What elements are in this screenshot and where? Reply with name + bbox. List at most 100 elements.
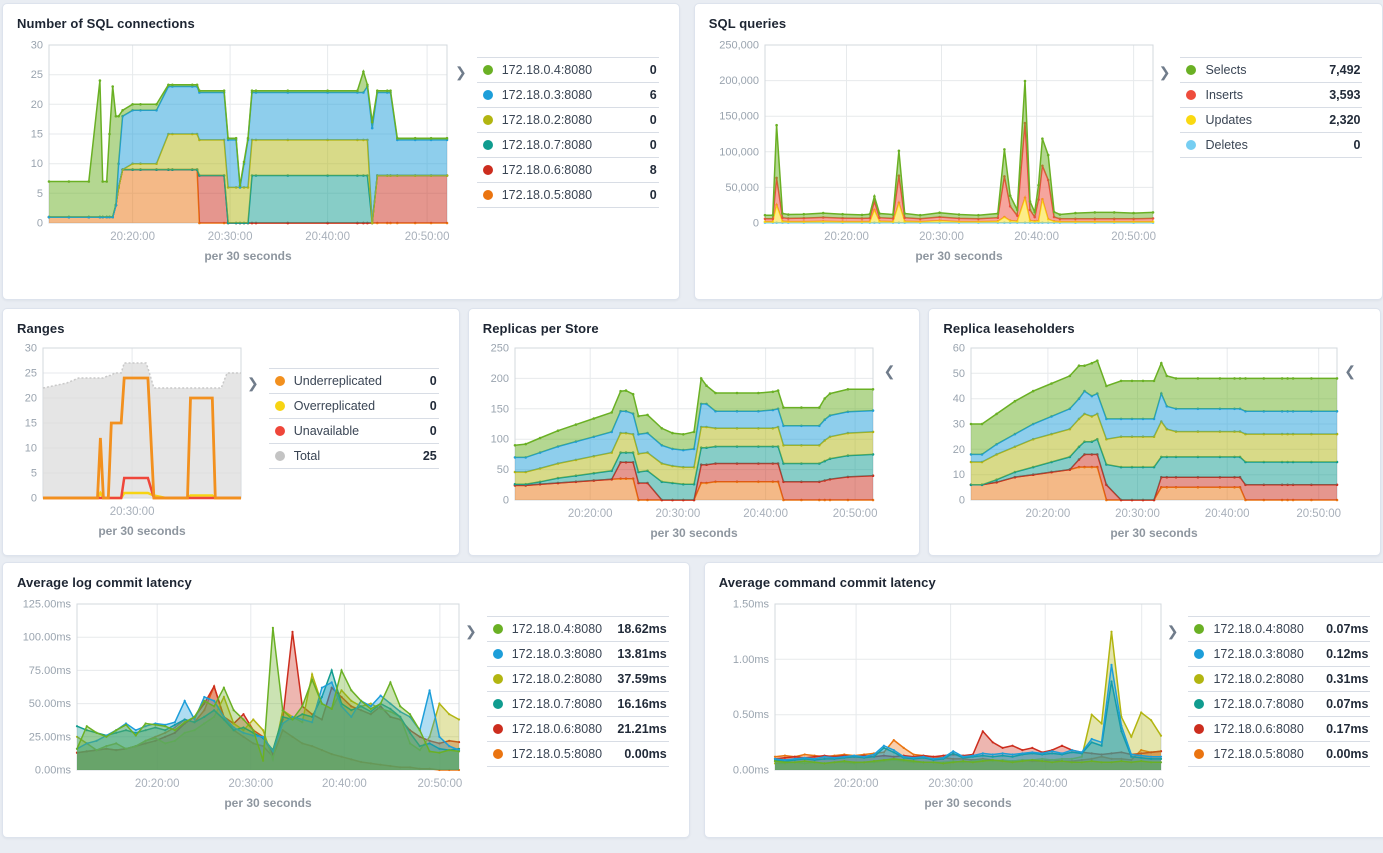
svg-text:5: 5 [37,188,43,200]
legend-item[interactable]: 172.18.0.7:8080 0 [476,133,659,158]
svg-text:0: 0 [37,218,43,230]
legend-collapse-chevron[interactable]: ❯ [455,64,467,80]
legend-value: 0 [429,399,437,413]
svg-text:60: 60 [953,343,965,355]
legend-label: 172.18.0.7:8080 [501,138,593,152]
svg-text:15: 15 [25,418,37,430]
legend-item[interactable]: Underreplicated 0 [268,368,439,394]
series-color-dot [1194,649,1205,659]
legend-item[interactable]: 172.18.0.2:8080 37.59ms [486,667,669,692]
legend-label: 172.18.0.5:8080 [501,188,593,202]
series-color-dot [274,426,285,436]
legend-item[interactable]: 172.18.0.5:8080 0.00ms [486,742,669,767]
svg-text:0: 0 [31,493,37,505]
legend-value: 0.17ms [1326,722,1369,736]
svg-text:0.50ms: 0.50ms [733,709,770,721]
legend-item[interactable]: 172.18.0.3:8080 13.81ms [486,642,669,667]
legend-collapse-chevron[interactable]: ❯ [1166,623,1179,639]
legend-label: Selects [1205,63,1247,77]
series-color-dot [274,376,285,386]
legend-collapse-chevron[interactable]: ❯ [1158,64,1171,80]
svg-text:20:50:00: 20:50:00 [405,231,450,243]
svg-text:20:20:00: 20:20:00 [824,231,869,243]
legend-item[interactable]: 172.18.0.4:8080 0 [476,57,659,83]
svg-text:0.00ms: 0.00ms [733,765,770,777]
legend-item[interactable]: 172.18.0.3:8080 0.12ms [1188,642,1371,667]
svg-text:0: 0 [753,218,759,230]
legend-label: 172.18.0.2:8080 [1213,672,1304,686]
legend-expand-chevron[interactable]: ❮ [1344,363,1357,379]
sql-queries-chart[interactable]: 0 50,000 100,000 150,000 200,000 250,000 20:20… [707,35,1159,280]
svg-text:20:40:00: 20:40:00 [1023,778,1068,790]
panel-title: Ranges [17,321,65,336]
legend-value: 0.07ms [1326,697,1369,711]
svg-text:50: 50 [953,368,965,380]
legend-item[interactable]: Unavailable 0 [268,419,439,444]
sql-connections-chart[interactable]: 0 5 10 15 20 25 30 20:20:00 20:30:00 20:40:00 20:5… [15,35,455,280]
series-color-dot [1194,624,1205,634]
legend-item[interactable]: Overreplicated 0 [268,394,439,419]
legend-collapse-chevron[interactable]: ❯ [465,623,477,639]
legend-item[interactable]: 172.18.0.6:8080 0.17ms [1188,717,1371,742]
legend-item[interactable]: 172.18.0.6:8080 8 [476,158,659,183]
legend-value: 25 [422,449,437,463]
legend-item[interactable]: 172.18.0.7:8080 0.07ms [1188,692,1371,717]
legend-value: 0.00ms [624,747,667,761]
legend-item[interactable]: 172.18.0.4:8080 18.62ms [486,616,669,642]
legend-value: 37.59ms [617,672,667,686]
legend-item[interactable]: 172.18.0.2:8080 0.31ms [1188,667,1371,692]
svg-text:20:50:00: 20:50:00 [1111,231,1156,243]
svg-text:20:40:00: 20:40:00 [1014,231,1059,243]
legend-collapse-chevron[interactable]: ❯ [247,375,259,391]
svg-text:20:30:00: 20:30:00 [208,231,253,243]
svg-text:20: 20 [31,99,43,111]
legend-label: 172.18.0.2:8080 [511,672,603,686]
svg-text:125.00ms: 125.00ms [23,599,72,611]
legend-item[interactable]: Total 25 [268,444,439,469]
log-commit-latency-chart[interactable]: 0.00ms 25.00ms 50.00ms 75.00ms 100.00ms 125.0… [15,594,465,827]
chart-svg: 0 5 10 15 20 25 30 20:30:00 per 30 seconds [25,343,242,538]
legend-item[interactable]: 172.18.0.2:8080 0 [476,108,659,133]
legend-item[interactable]: Deletes 0 [1180,133,1363,158]
svg-text:20: 20 [953,444,965,456]
legend-value: 0 [429,424,437,438]
legend-label: 172.18.0.6:8080 [511,722,603,736]
svg-text:30: 30 [25,343,37,355]
legend-item[interactable]: Updates 2,320 [1180,108,1363,133]
chart-svg: 0 10 20 30 40 50 60 20:20:00 20:30:00 20:40:00 20:… [953,343,1341,541]
command-commit-latency-chart[interactable]: 0.00ms 0.50ms 1.00ms 1.50ms 20:20:00 20:30:00… [717,594,1167,827]
legend-item[interactable]: 172.18.0.5:8080 0 [476,183,659,208]
svg-text:20:20:00: 20:20:00 [135,778,180,790]
legend-label: Inserts [1205,88,1243,102]
legend-value: 0 [429,374,437,388]
panel-sql-queries: SQL queries 0 50,000 100,000 150,000 200,000… [693,3,1383,300]
svg-text:250: 250 [490,343,508,355]
svg-text:150,000: 150,000 [719,111,759,123]
svg-text:20:20:00: 20:20:00 [833,778,878,790]
replica-leaseholders-chart[interactable]: 0 10 20 30 40 50 60 20:20:00 20:30:00 20:40:00 20:… [941,340,1345,557]
legend-expand-chevron[interactable]: ❮ [883,363,896,379]
dashboard-row-2: Ranges 0 5 10 15 20 25 30 20:30:00 per 30 second… [2,308,1382,557]
svg-text:per 30 seconds: per 30 seconds [1111,526,1199,540]
series-color-dot [482,140,493,150]
legend-item[interactable]: Inserts 3,593 [1180,83,1363,108]
legend-item[interactable]: 172.18.0.3:8080 6 [476,83,659,108]
series-color-dot [1186,140,1197,150]
replicas-per-store-chart[interactable]: 0 50 100 150 200 250 20:20:00 20:30:00 20:40:00 2… [481,340,881,557]
svg-text:1.00ms: 1.00ms [733,654,770,666]
svg-text:5: 5 [31,468,37,480]
svg-text:per 30 seconds: per 30 seconds [915,249,1003,263]
legend-item[interactable]: Selects 7,492 [1180,57,1363,83]
legend-item[interactable]: 172.18.0.6:8080 21.21ms [486,717,669,742]
legend-item[interactable]: 172.18.0.7:8080 16.16ms [486,692,669,717]
svg-text:150: 150 [490,403,508,415]
legend-value: 0.12ms [1326,647,1369,661]
panel-log-commit-latency: Average log commit latency 0.00ms 25.00ms… [2,562,690,838]
legend-item[interactable]: 172.18.0.5:8080 0.00ms [1188,742,1371,767]
svg-text:20:30:00: 20:30:00 [928,778,973,790]
panel-title: Number of SQL connections [17,16,195,31]
legend-item[interactable]: 172.18.0.4:8080 0.07ms [1188,616,1371,642]
ranges-chart[interactable]: 0 5 10 15 20 25 30 20:30:00 per 30 seconds [15,340,247,557]
series-color-dot [482,165,493,175]
